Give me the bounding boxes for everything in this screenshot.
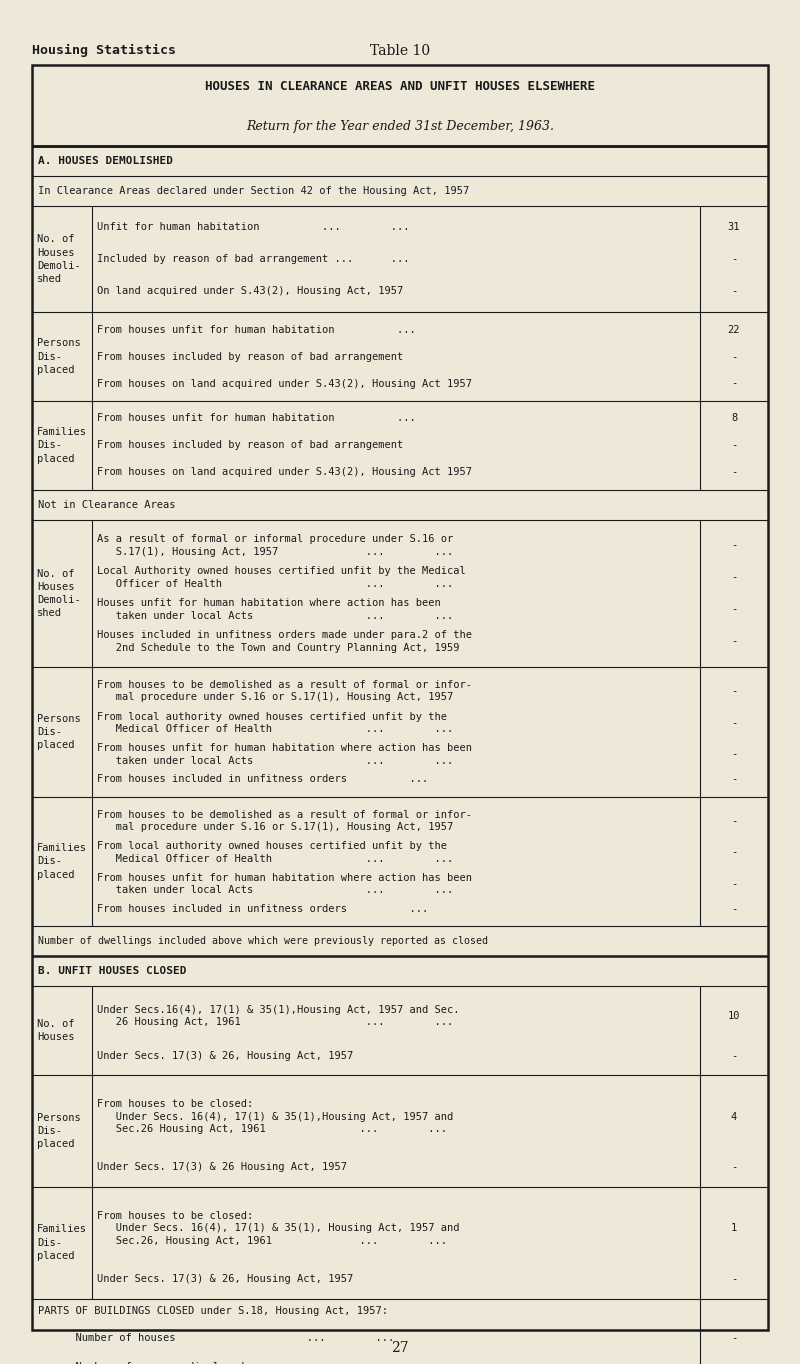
Text: -: - [731,686,737,696]
Text: -: - [731,352,737,361]
Text: From houses included in unfitness orders          ...: From houses included in unfitness orders… [97,904,428,914]
Text: -: - [731,379,737,389]
Text: -: - [731,1361,737,1364]
Text: No. of
Houses
Demoli-
shed: No. of Houses Demoli- shed [37,569,81,618]
Text: From houses unfit for human habitation where action has been
   taken under loca: From houses unfit for human habitation w… [97,873,472,895]
Text: Under Secs.16(4), 17(1) & 35(1),Housing Act, 1957 and Sec.
   26 Housing Act, 19: Under Secs.16(4), 17(1) & 35(1),Housing … [97,1005,459,1027]
Text: Persons
Dis-
placed: Persons Dis- placed [37,713,81,750]
Text: From houses on land acquired under S.43(2), Housing Act 1957: From houses on land acquired under S.43(… [97,468,472,477]
Text: On land acquired under S.43(2), Housing Act, 1957: On land acquired under S.43(2), Housing … [97,286,403,296]
Text: From local authority owned houses certified unfit by the
   Medical Officer of H: From local authority owned houses certif… [97,842,453,863]
Text: B. UNFIT HOUSES CLOSED: B. UNFIT HOUSES CLOSED [38,966,187,977]
Text: 27: 27 [391,1341,409,1354]
Text: -: - [731,637,737,647]
Text: From houses to be closed:
   Under Secs. 16(4), 17(1) & 35(1), Housing Act, 1957: From houses to be closed: Under Secs. 16… [97,1211,459,1245]
Text: Unfit for human habitation          ...        ...: Unfit for human habitation ... ... [97,222,410,232]
Text: Under Secs. 17(3) & 26, Housing Act, 1957: Under Secs. 17(3) & 26, Housing Act, 195… [97,1274,353,1284]
Text: -: - [731,468,737,477]
Text: -: - [731,1052,737,1061]
Text: -: - [731,441,737,450]
Text: Return for the Year ended 31st December, 1963.: Return for the Year ended 31st December,… [246,120,554,134]
Text: Housing Statistics: Housing Statistics [32,44,176,57]
Text: Local Authority owned houses certified unfit by the Medical
   Officer of Health: Local Authority owned houses certified u… [97,566,466,588]
Text: Number of dwellings included above which were previously reported as closed: Number of dwellings included above which… [38,936,488,947]
Text: 8: 8 [731,413,737,423]
Text: -: - [731,750,737,760]
Text: Persons
Dis-
placed: Persons Dis- placed [37,338,81,375]
Text: From houses to be closed:
   Under Secs. 16(4), 17(1) & 35(1),Housing Act, 1957 : From houses to be closed: Under Secs. 16… [97,1099,453,1133]
Text: From houses on land acquired under S.43(2), Housing Act 1957: From houses on land acquired under S.43(… [97,379,472,389]
Text: From houses included in unfitness orders          ...: From houses included in unfitness orders… [97,775,428,784]
Text: Under Secs. 17(3) & 26, Housing Act, 1957: Under Secs. 17(3) & 26, Housing Act, 195… [97,1052,353,1061]
Text: A. HOUSES DEMOLISHED: A. HOUSES DEMOLISHED [38,155,174,166]
Text: Included by reason of bad arrangement ...      ...: Included by reason of bad arrangement ..… [97,254,410,265]
Text: From houses to be demolished as a result of formal or infor-
   mal procedure un: From houses to be demolished as a result… [97,809,472,832]
Text: -: - [731,573,737,582]
Text: Not in Clearance Areas: Not in Clearance Areas [38,499,176,510]
Text: -: - [731,540,737,550]
Text: -: - [731,254,737,265]
Text: Table 10: Table 10 [370,44,430,57]
Text: Houses included in unfitness orders made under para.2 of the
   2nd Schedule to : Houses included in unfitness orders made… [97,630,472,652]
Text: -: - [731,775,737,784]
Text: HOUSES IN CLEARANCE AREAS AND UNFIT HOUSES ELSEWHERE: HOUSES IN CLEARANCE AREAS AND UNFIT HOUS… [205,80,595,93]
Text: From local authority owned houses certified unfit by the
   Medical Officer of H: From local authority owned houses certif… [97,712,453,734]
Text: -: - [731,1333,737,1342]
Text: 31: 31 [728,222,740,232]
Text: -: - [731,880,737,889]
Text: Number of persons displaced          ...        ...: Number of persons displaced ... ... [38,1361,394,1364]
Text: From houses to be demolished as a result of formal or infor-
   mal procedure un: From houses to be demolished as a result… [97,679,472,702]
Text: Families
Dis-
placed: Families Dis- placed [37,843,86,880]
Text: As a result of formal or informal procedure under S.16 or
   S.17(1), Housing Ac: As a result of formal or informal proced… [97,535,453,557]
Text: -: - [731,1162,737,1172]
Text: -: - [731,816,737,825]
Text: 10: 10 [728,1011,740,1020]
Text: From houses unfit for human habitation          ...: From houses unfit for human habitation .… [97,413,415,423]
Text: 22: 22 [728,325,740,334]
Text: From houses unfit for human habitation where action has been
   taken under loca: From houses unfit for human habitation w… [97,743,472,765]
Text: Under Secs. 17(3) & 26 Housing Act, 1957: Under Secs. 17(3) & 26 Housing Act, 1957 [97,1162,347,1172]
Text: Number of houses                     ...        ...: Number of houses ... ... [38,1333,394,1342]
Text: Families
Dis-
placed: Families Dis- placed [37,427,86,464]
Text: No. of
Houses
Demoli-
shed: No. of Houses Demoli- shed [37,235,81,284]
Text: Houses unfit for human habitation where action has been
   taken under local Act: Houses unfit for human habitation where … [97,599,453,621]
Text: 1: 1 [731,1224,737,1233]
Text: In Clearance Areas declared under Section 42 of the Housing Act, 1957: In Clearance Areas declared under Sectio… [38,186,470,196]
Text: -: - [731,286,737,296]
Text: -: - [731,717,737,728]
Text: 4: 4 [731,1112,737,1121]
Text: Families
Dis-
placed: Families Dis- placed [37,1225,86,1260]
Text: -: - [731,1274,737,1284]
Text: No. of
Houses: No. of Houses [37,1019,74,1042]
Text: From houses unfit for human habitation          ...: From houses unfit for human habitation .… [97,325,415,334]
Text: Persons
Dis-
placed: Persons Dis- placed [37,1113,81,1148]
Text: From houses included by reason of bad arrangement: From houses included by reason of bad ar… [97,441,403,450]
Text: -: - [731,604,737,614]
Text: PARTS OF BUILDINGS CLOSED under S.18, Housing Act, 1957:: PARTS OF BUILDINGS CLOSED under S.18, Ho… [38,1305,389,1316]
Text: -: - [731,904,737,914]
Text: From houses included by reason of bad arrangement: From houses included by reason of bad ar… [97,352,403,361]
Text: -: - [731,847,737,858]
